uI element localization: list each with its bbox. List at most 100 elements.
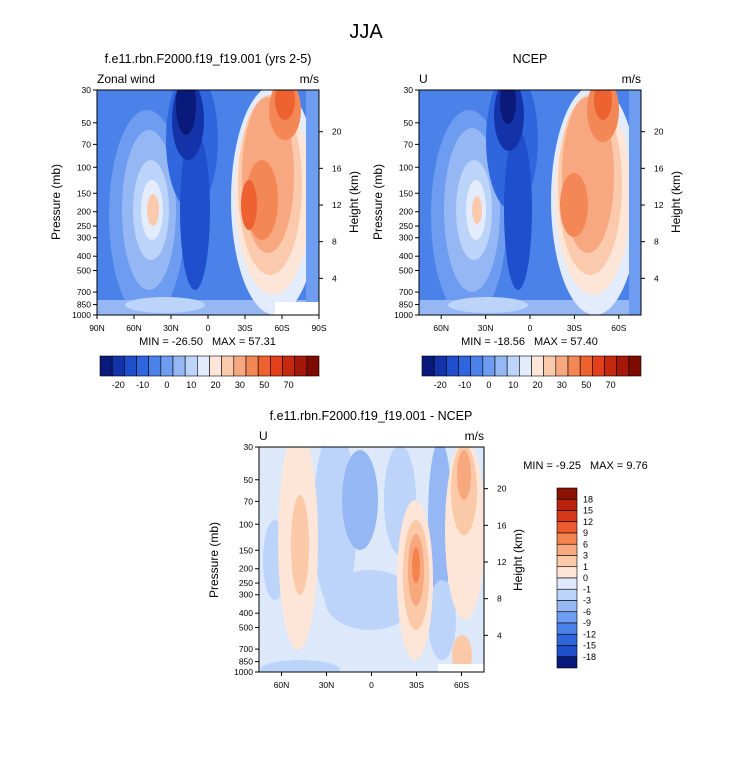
pressure-tick-label: 850 [77,300,91,310]
lat-tick-label: 0 [528,323,533,333]
pressure-tick-label: 250 [77,221,91,231]
colorbar-cell [556,588,578,601]
colorbar-cell [556,487,578,500]
colorbar-cell [433,355,447,377]
pressure-tick-label: 70 [82,139,92,149]
colorbar-cell [482,355,496,377]
colorbar-cell [555,355,569,377]
colorbar-obs: -20 -10 0 10 20 30 50 70 [421,355,642,390]
colorbar-label: 10 [186,380,196,390]
colorbar-cell [556,566,578,579]
lat-tick-label: 30S [567,323,582,333]
colorbar-label: -10 [458,380,471,390]
height-tick-label: 12 [654,200,664,210]
panel-obs-units: m/s [622,72,641,86]
colorbar-cell [257,355,271,377]
colorbar-label: 30 [557,380,567,390]
colorbar-cell [184,355,198,377]
lat-tick-label: 90S [311,323,326,333]
panel-model: f.e11.rbn.F2000.f19_f19.001 (yrs 2-5) Zo… [49,52,361,348]
panel-model-ylabel: Pressure (mb) [49,164,63,240]
height-tick-label: 16 [332,163,342,173]
height-tick-label: 12 [332,200,342,210]
colorbar-cell [556,611,578,624]
colorbar-cell [556,543,578,556]
pressure-tick-label: 1000 [72,310,91,320]
pressure-tick-label: 500 [77,266,91,276]
lat-tick-label: 30N [163,323,179,333]
colorbar-cell [148,355,162,377]
panel-diff-field [259,447,484,672]
pressure-tick-label: 50 [244,475,254,485]
lat-tick-label: 60N [274,680,290,690]
colorbar-cell [531,355,544,377]
pressure-tick-label: 700 [399,287,413,297]
lat-tick-label: 30S [237,323,252,333]
colorbar-cell [421,355,435,377]
colorbar-label: -12 [583,629,596,639]
lat-tick-label: 30S [409,680,424,690]
colorbar-label: -3 [583,596,591,606]
main-title: JJA [349,21,383,43]
panel-diff-ylabel-right: Height (km) [511,529,525,591]
colorbar-label: 18 [583,494,593,504]
panel-diff-ylabel: Pressure (mb) [207,522,221,598]
height-tick-label: 16 [654,163,664,173]
panel-obs-field [419,90,641,315]
height-tick-label: 4 [654,273,659,283]
colorbar-label: -1 [583,584,591,594]
pressure-tick-label: 500 [399,266,413,276]
colorbar-label: 0 [164,380,169,390]
pressure-tick-label: 400 [239,608,253,618]
panel-model-left-label: Zonal wind [97,72,155,86]
panel-obs-title: NCEP [513,52,548,66]
pressure-tick-label: 100 [399,162,413,172]
colorbar-cell [556,622,578,635]
colorbar-label: 12 [583,517,593,527]
pressure-tick-label: 50 [404,118,414,128]
height-tick-label: 16 [497,520,507,530]
pressure-tick-label: 1000 [234,667,253,677]
colorbar-cell [556,645,578,658]
colorbar-label: 6 [583,539,588,549]
colorbar-cell [221,355,235,377]
pressure-tick-label: 30 [244,442,254,452]
pressure-tick-label: 1000 [394,310,413,320]
colorbar-label: 3 [583,551,588,561]
height-tick-label: 20 [654,127,664,137]
pressure-tick-label: 150 [239,545,253,555]
colorbar-cell [616,355,630,377]
panel-obs-left-label: U [419,72,428,86]
colorbar-label: 50 [259,380,269,390]
pressure-tick-label: 300 [399,233,413,243]
height-tick-label: 4 [497,630,502,640]
colorbar-cell [556,510,578,523]
panel-diff-max: MAX = 9.76 [590,460,648,472]
colorbar-label: -10 [136,380,149,390]
lat-tick-label: 60N [433,323,449,333]
colorbar-cell [270,355,283,377]
pressure-tick-label: 700 [77,287,91,297]
pressure-tick-label: 30 [404,85,414,95]
colorbar-label: 70 [606,380,616,390]
pressure-tick-label: 70 [404,139,414,149]
colorbar-cell [494,355,508,377]
colorbar-label: -20 [434,380,447,390]
height-tick-label: 12 [497,557,507,567]
colorbar-cell [172,355,186,377]
lat-tick-label: 60S [611,323,626,333]
colorbar-label: 0 [486,380,491,390]
colorbar-cell [556,532,578,545]
colorbar-label: 9 [583,528,588,538]
colorbar-cell [282,355,295,377]
colorbar-label: 50 [581,380,591,390]
colorbar-cell [556,521,578,534]
pressure-tick-label: 250 [239,578,253,588]
height-tick-label: 8 [497,594,502,604]
colorbar-label: 20 [211,380,221,390]
colorbar-label: -9 [583,618,591,628]
panel-model-min: MIN = -26.50 [139,336,203,348]
lat-tick-label: 0 [206,323,211,333]
colorbar-cell [160,355,174,377]
